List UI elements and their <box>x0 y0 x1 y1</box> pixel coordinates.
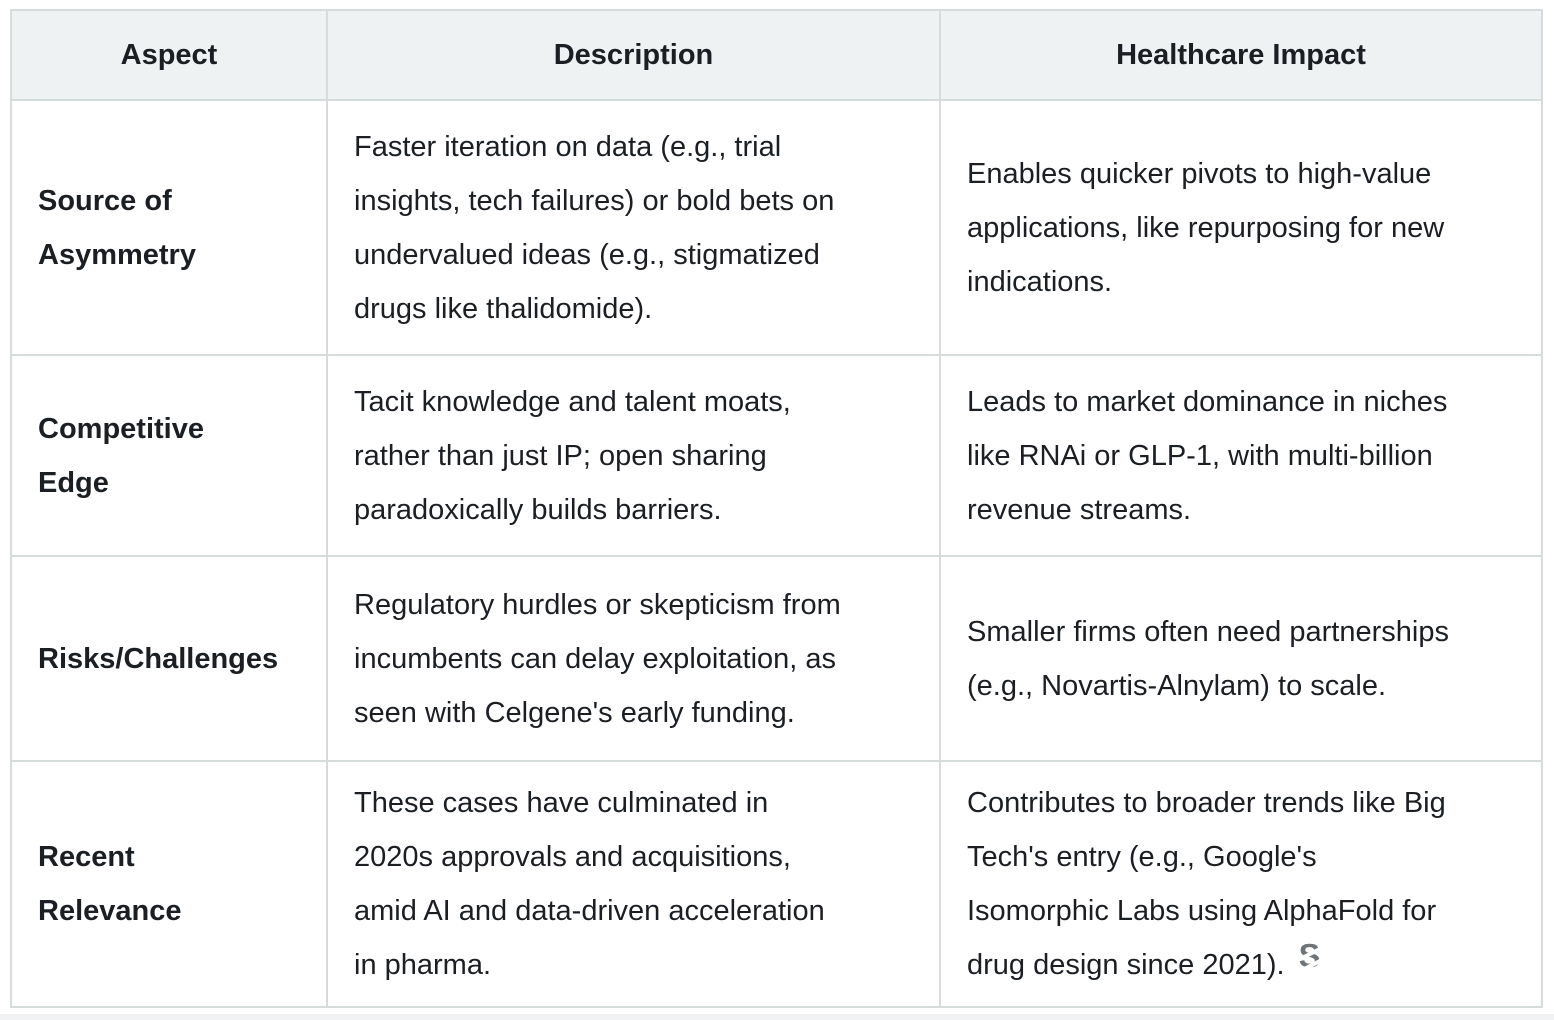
row-source-of-asymmetry-description-cell: Faster iteration on data (e.g., trial in… <box>328 101 939 354</box>
comparison-table: Aspect Description Healthcare Impact Sou… <box>10 9 1543 1008</box>
description-text: Faster iteration on data (e.g., trial in… <box>354 130 835 325</box>
impact-text: Enables quicker pivots to high-value app… <box>967 157 1445 298</box>
column-header-label: Healthcare Impact <box>1116 39 1366 71</box>
description-text: Tacit knowledge and talent moats, rather… <box>354 385 791 526</box>
aspect-label: Recent Relevance <box>38 841 182 927</box>
row-risks-challenges-impact-cell: Smaller firms often need partnerships (e… <box>941 557 1541 760</box>
row-source-of-asymmetry-impact-cell: Enables quicker pivots to high-value app… <box>941 101 1541 354</box>
column-header-healthcare-impact: Healthcare Impact <box>941 11 1541 99</box>
column-header-aspect: Aspect <box>12 11 326 99</box>
description-text: Regulatory hurdles or skepticism from in… <box>354 588 841 729</box>
column-header-label: Description <box>553 39 714 71</box>
row-risks-challenges-description-cell: Regulatory hurdles or skepticism from in… <box>328 557 939 760</box>
column-header-label: Aspect <box>120 39 218 71</box>
citation-source-glyph: S <box>1298 937 1321 974</box>
aspect-label: Source of Asymmetry <box>38 184 196 271</box>
row-recent-relevance-description-cell: These cases have culminated in 2020s app… <box>328 762 939 1006</box>
column-header-description: Description <box>328 11 939 99</box>
aspect-label: Risks/Challenges <box>38 642 279 675</box>
row-competitive-edge-description-cell: Tacit knowledge and talent moats, rather… <box>328 356 939 555</box>
row-recent-relevance-impact-cell: Contributes to broader trends like Big T… <box>941 762 1541 1006</box>
row-competitive-edge-impact-cell: Leads to market dominance in niches like… <box>941 356 1541 555</box>
impact-text: Leads to market dominance in niches like… <box>967 385 1448 526</box>
description-text: These cases have culminated in 2020s app… <box>354 787 825 981</box>
impact-text: Contributes to broader trends like Big T… <box>967 787 1446 981</box>
next-content-block-edge <box>0 1014 1554 1020</box>
aspect-label: Competitive Edge <box>38 412 204 499</box>
row-source-of-asymmetry-aspect-cell: Source of Asymmetry <box>12 101 326 354</box>
row-risks-challenges-aspect-cell: Risks/Challenges <box>12 557 326 760</box>
citation-source-icon[interactable]: S <box>1299 937 1329 978</box>
row-recent-relevance-aspect-cell: Recent Relevance <box>12 762 326 1006</box>
row-competitive-edge-aspect-cell: Competitive Edge <box>12 356 326 555</box>
impact-text: Smaller firms often need partnerships (e… <box>967 615 1449 702</box>
